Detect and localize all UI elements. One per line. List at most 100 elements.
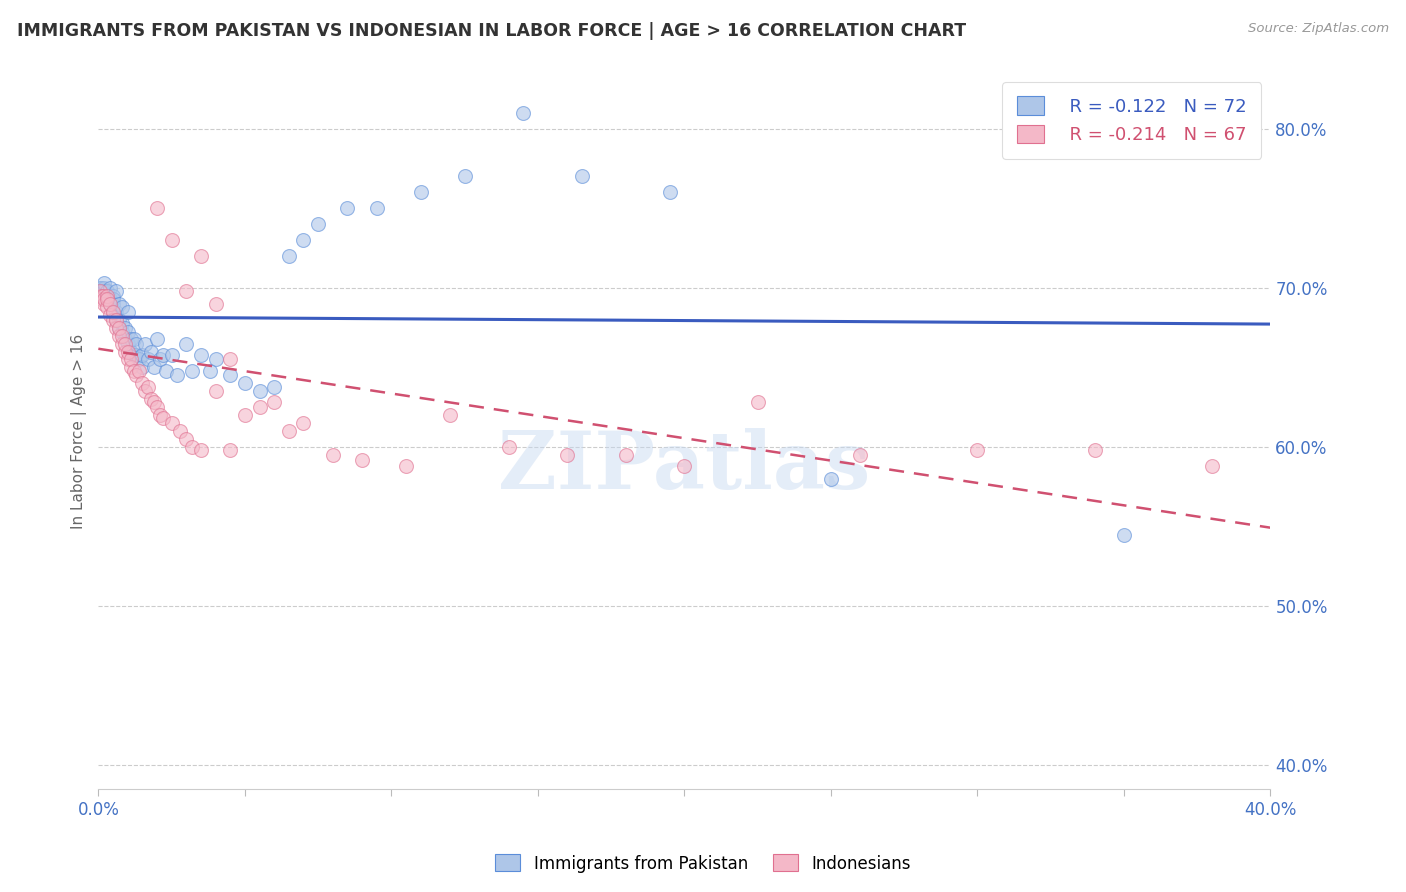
- Point: [101, 304, 124, 318]
- Point: [498, 440, 520, 454]
- Point: [101, 312, 124, 326]
- Point: [101, 297, 124, 311]
- Point: [111, 328, 134, 343]
- Point: [90, 289, 112, 303]
- Point: [90, 281, 112, 295]
- Point: [160, 416, 183, 430]
- Point: [263, 379, 285, 393]
- Point: [111, 336, 134, 351]
- Point: [181, 440, 204, 454]
- Point: [111, 326, 134, 340]
- Point: [307, 217, 329, 231]
- Point: [555, 448, 578, 462]
- Point: [101, 289, 124, 303]
- Point: [111, 300, 134, 314]
- Point: [104, 312, 127, 326]
- Point: [160, 348, 183, 362]
- Point: [204, 297, 226, 311]
- Point: [219, 443, 242, 458]
- Point: [1201, 459, 1223, 474]
- Point: [114, 332, 136, 346]
- Point: [90, 289, 112, 303]
- Point: [219, 368, 242, 383]
- Point: [131, 348, 153, 362]
- Point: [190, 348, 212, 362]
- Point: [190, 443, 212, 458]
- Point: [117, 336, 139, 351]
- Point: [219, 352, 242, 367]
- Point: [108, 328, 131, 343]
- Point: [174, 284, 197, 298]
- Point: [409, 186, 432, 200]
- Point: [143, 360, 166, 375]
- Point: [120, 352, 142, 367]
- Point: [93, 276, 115, 290]
- Point: [1112, 527, 1135, 541]
- Point: [96, 300, 118, 314]
- Point: [93, 281, 115, 295]
- Point: [96, 289, 118, 303]
- Point: [122, 348, 145, 362]
- Point: [152, 411, 174, 425]
- Text: ZIPatlas: ZIPatlas: [498, 428, 870, 506]
- Point: [96, 289, 118, 303]
- Point: [352, 452, 374, 467]
- Point: [233, 408, 256, 422]
- Point: [395, 459, 418, 474]
- Point: [512, 105, 534, 120]
- Point: [134, 336, 156, 351]
- Legend: Immigrants from Pakistan, Indonesians: Immigrants from Pakistan, Indonesians: [489, 847, 917, 880]
- Point: [204, 352, 226, 367]
- Point: [117, 326, 139, 340]
- Point: [174, 432, 197, 446]
- Point: [149, 408, 172, 422]
- Point: [249, 384, 271, 399]
- Point: [89, 284, 111, 298]
- Point: [120, 332, 142, 346]
- Point: [96, 292, 118, 306]
- Point: [136, 352, 159, 367]
- Point: [104, 320, 127, 334]
- Point: [143, 395, 166, 409]
- Point: [98, 297, 121, 311]
- Point: [91, 284, 114, 298]
- Point: [108, 320, 131, 334]
- Point: [198, 363, 221, 377]
- Point: [263, 395, 285, 409]
- Point: [292, 233, 315, 247]
- Point: [614, 448, 637, 462]
- Point: [131, 376, 153, 391]
- Point: [90, 292, 112, 306]
- Point: [108, 320, 131, 334]
- Point: [233, 376, 256, 391]
- Point: [160, 233, 183, 247]
- Point: [366, 201, 388, 215]
- Point: [96, 292, 118, 306]
- Point: [104, 304, 127, 318]
- Point: [453, 169, 475, 184]
- Point: [98, 281, 121, 295]
- Point: [122, 332, 145, 346]
- Point: [277, 424, 299, 438]
- Point: [174, 336, 197, 351]
- Point: [93, 297, 115, 311]
- Point: [111, 316, 134, 330]
- Point: [89, 281, 111, 295]
- Point: [93, 284, 115, 298]
- Point: [149, 352, 172, 367]
- Point: [91, 289, 114, 303]
- Point: [336, 201, 359, 215]
- Point: [134, 384, 156, 399]
- Point: [131, 360, 153, 375]
- Legend:   R = -0.122   N = 72,   R = -0.214   N = 67: R = -0.122 N = 72, R = -0.214 N = 67: [1002, 82, 1261, 159]
- Point: [849, 448, 872, 462]
- Point: [747, 395, 769, 409]
- Point: [114, 344, 136, 359]
- Point: [571, 169, 593, 184]
- Point: [101, 304, 124, 318]
- Point: [181, 363, 204, 377]
- Point: [146, 201, 169, 215]
- Point: [139, 344, 162, 359]
- Point: [120, 344, 142, 359]
- Point: [820, 472, 842, 486]
